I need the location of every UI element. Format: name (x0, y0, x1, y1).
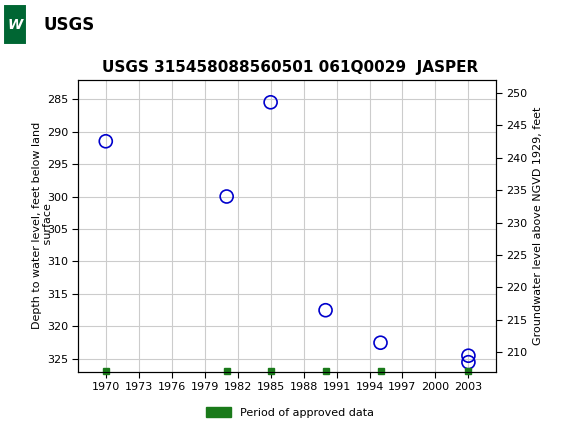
Point (222, 193, 231, 200)
Y-axis label: Depth to water level, feet below land
 surface: Depth to water level, feet below land su… (32, 122, 53, 329)
Text: USGS 315458088560501 061Q0029  JASPER: USGS 315458088560501 061Q0029 JASPER (102, 60, 478, 75)
Text: W: W (8, 18, 23, 32)
Point (376, 339, 385, 346)
Point (101, 138, 110, 145)
Y-axis label: Groundwater level above NGVD 1929, feet: Groundwater level above NGVD 1929, feet (533, 107, 543, 345)
Point (266, 99, 276, 106)
Point (464, 359, 473, 366)
Bar (3, 4, 70, 46)
Legend: Period of approved data: Period of approved data (202, 403, 378, 422)
Bar (3, 4, 27, 46)
Point (321, 307, 330, 313)
Point (464, 352, 473, 359)
Text: USGS: USGS (44, 16, 95, 34)
